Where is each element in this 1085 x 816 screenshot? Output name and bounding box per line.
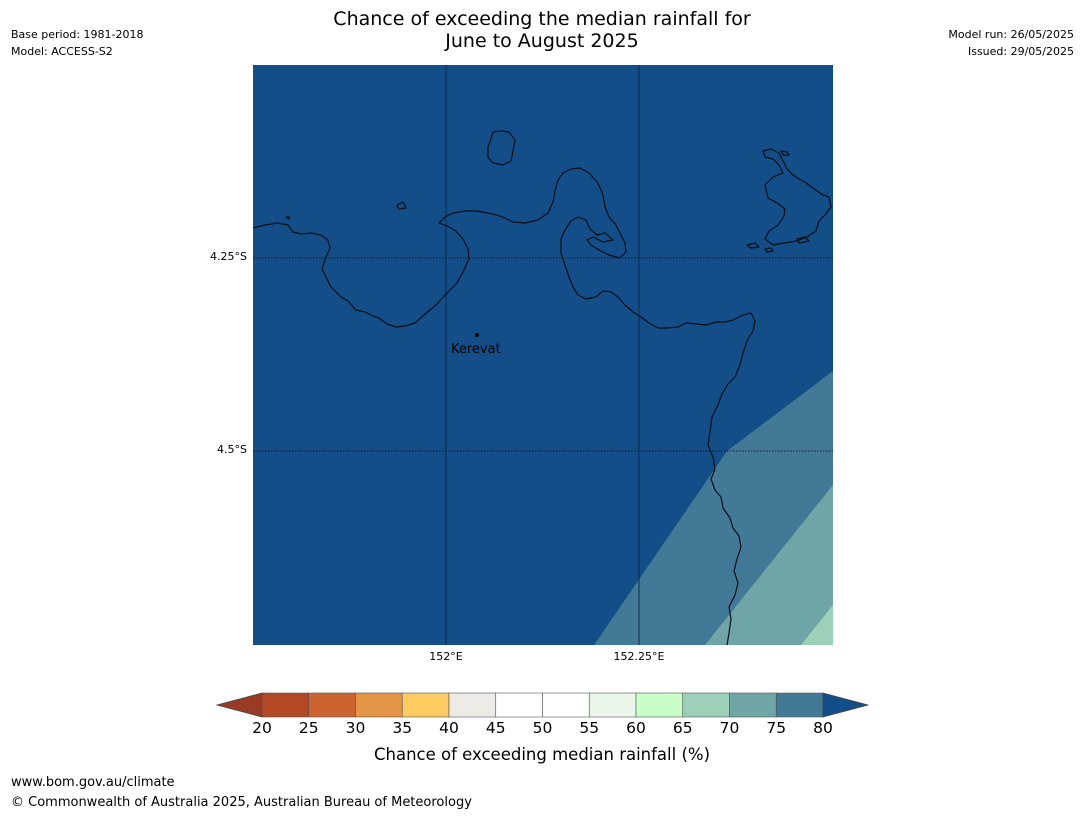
colorbar-tick-label: 40	[439, 719, 459, 737]
latitude-label: 4.5°S	[217, 443, 247, 456]
colorbar-segment	[588, 692, 637, 718]
coastline	[253, 130, 832, 645]
footer-copyright: © Commonwealth of Australia 2025, Austra…	[11, 795, 472, 810]
longitude-label: 152.25°E	[613, 650, 665, 663]
colorbar-tick-label: 75	[766, 719, 787, 737]
colorbar-segment	[495, 692, 543, 718]
map-canvas	[253, 65, 833, 645]
probability-region-65-70	[705, 485, 833, 645]
base-period: Base period: 1981-2018	[11, 28, 144, 41]
colorbar-title: Chance of exceeding median rainfall (%)	[373, 745, 711, 764]
longitude-label: 152°E	[429, 650, 463, 663]
colorbar-tick-label: 25	[298, 719, 319, 737]
page-title: Chance of exceeding the median rainfall …	[242, 8, 842, 52]
colorbar-tick-label: 55	[579, 719, 600, 737]
model-info: Base period: 1981-2018 Model: ACCESS-S2	[11, 26, 143, 60]
colorbar-over-arrow	[822, 692, 870, 718]
colorbar-segment	[682, 692, 730, 718]
colorbar-segment	[775, 692, 824, 718]
colorbar-segment	[729, 692, 777, 718]
place-label-kerevat: Kerevat	[451, 342, 501, 357]
colorbar-segment	[542, 692, 590, 718]
probability-region-60-65	[801, 605, 833, 645]
colorbar-tick-label: 65	[672, 719, 693, 737]
colorbar-tick-label: 60	[626, 719, 646, 737]
colorbar-tick-label: 20	[252, 719, 272, 737]
colorbar-segment	[261, 692, 310, 718]
colorbar	[215, 692, 870, 718]
colorbar-segment	[355, 692, 403, 718]
colorbar-under-arrow	[215, 692, 263, 718]
footer-url: www.bom.gov.au/climate	[11, 775, 175, 790]
kerevat-location-marker	[475, 333, 479, 337]
forecast-map	[253, 65, 833, 645]
title-line-2: June to August 2025	[445, 30, 639, 52]
colorbar-segment	[448, 692, 497, 718]
colorbar-tick-label: 70	[719, 719, 740, 737]
colorbar-tick-label: 50	[532, 719, 553, 737]
colorbar-tick-label: 45	[485, 719, 506, 737]
colorbar-tick-label: 80	[813, 719, 833, 737]
colorbar-segment	[308, 692, 356, 718]
colorbar-segment	[635, 692, 684, 718]
issued-date: Issued: 29/05/2025	[967, 45, 1074, 58]
latitude-label: 4.25°S	[210, 250, 247, 263]
run-info: Model run: 26/05/2025 Issued: 29/05/2025	[948, 26, 1074, 60]
colorbar-segments	[261, 692, 824, 718]
colorbar-tick-label: 30	[345, 719, 366, 737]
colorbar-tick-label: 35	[392, 719, 413, 737]
model-run-date: Model run: 26/05/2025	[948, 28, 1074, 41]
colorbar-segment	[401, 692, 450, 718]
title-line-1: Chance of exceeding the median rainfall …	[333, 8, 751, 30]
model-name: Model: ACCESS-S2	[11, 45, 113, 58]
